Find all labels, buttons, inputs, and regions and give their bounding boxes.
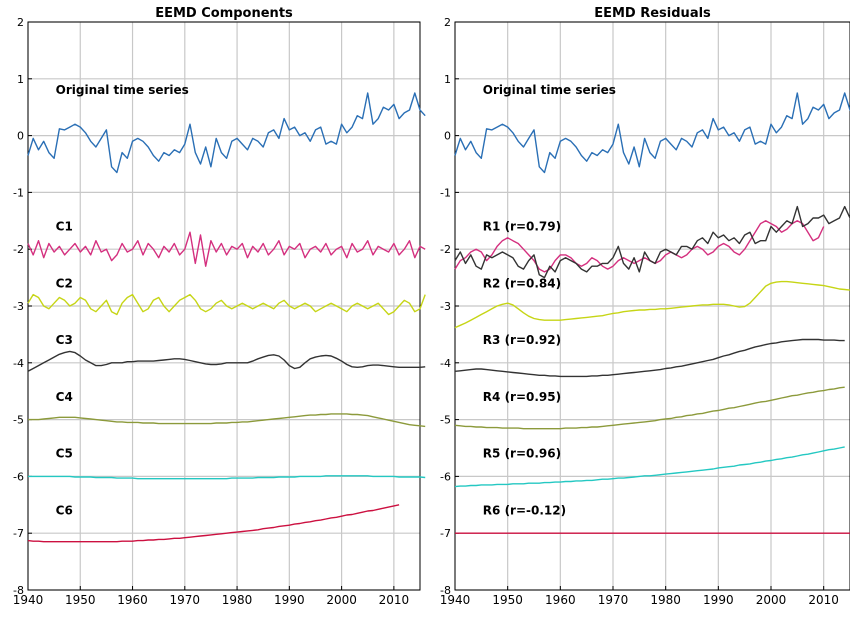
panel-2-series-line-8 (454, 205, 850, 279)
panel-2-annotation-7: R6 (r=-0.12) (483, 503, 566, 517)
panel-1-x-tick-label: 1960 (117, 593, 148, 607)
panel-1-x-tick-label: 1940 (13, 593, 44, 607)
panel-2-y-tick-label: -8 (440, 584, 451, 597)
panel-2-x-tick-label: 1940 (440, 593, 471, 607)
panel-2-series-line-1 (454, 92, 850, 174)
panel-2-y-tick-label: -4 (440, 357, 451, 370)
panel-1-y-tick-label: 0 (17, 130, 24, 143)
panel-1-x-tick-label: 2000 (326, 593, 357, 607)
panel-2-annotation-5: R4 (r=0.95) (483, 390, 561, 404)
panel-2-x-tick-label: 1980 (650, 593, 681, 607)
panel-2-annotation-3: R2 (r=0.84) (483, 276, 561, 290)
panel-1-y-tick-label: -7 (13, 527, 24, 540)
panel-2-series-line-2 (454, 220, 825, 273)
panel-1-y-tick-label: -6 (13, 470, 24, 483)
panel-2-series-line-6 (454, 446, 845, 488)
panel-1-series-line-2 (27, 231, 426, 267)
panel-1-y-tick-label: -1 (13, 186, 24, 199)
panel-2-x-tick-label: 2000 (756, 593, 787, 607)
panel-1-x-tick-label: 1970 (170, 593, 201, 607)
panel-1-series-line-5 (28, 413, 426, 428)
panel-1-annotation-5: C4 (56, 390, 73, 404)
panel-1-series-line-6 (28, 475, 426, 480)
panel-1-x-tick-label: 1950 (65, 593, 96, 607)
panel-2-y-tick-label: -6 (440, 470, 451, 483)
panel-2-y-tick-label: 0 (444, 130, 451, 143)
panel-1-x-tick-label: 1980 (222, 593, 253, 607)
panel-2-y-tick-label: -5 (440, 414, 451, 427)
panel-2-annotation-4: R3 (r=0.92) (483, 333, 561, 347)
panel-1-y-tick-label: 1 (17, 73, 24, 86)
panel-1-annotation-2: C1 (56, 219, 73, 233)
panel-1-series-line-3 (27, 293, 426, 316)
panel-2-annotation-2: R1 (r=0.79) (483, 219, 561, 233)
panel-2-x-tick-label: 1960 (545, 593, 576, 607)
panel-2-x-tick-label: 1990 (703, 593, 734, 607)
panel-2-x-tick-label: 2010 (808, 593, 839, 607)
panel-2-annotation-6: R5 (r=0.96) (483, 447, 561, 461)
panel-1-x-tick-label: 2010 (379, 593, 410, 607)
panel-2-y-tick-label: -3 (440, 300, 451, 313)
panel-1-annotation-1: Original time series (56, 83, 189, 97)
panel-1-x-tick-label: 1990 (274, 593, 305, 607)
panel-2-series-line-3 (454, 280, 850, 329)
panel-1-series-line-7 (27, 504, 400, 543)
panel-1-annotation-3: C2 (56, 276, 73, 290)
panel-1-y-tick-label: -3 (13, 300, 24, 313)
panel-2-y-tick-label: 1 (444, 73, 451, 86)
panel-1-series-line-4 (27, 350, 426, 372)
panel-2-series-line-5 (454, 386, 845, 430)
panel-2-y-tick-label: 2 (444, 16, 451, 29)
panel-1-y-tick-label: -4 (13, 357, 24, 370)
panel-1-annotation-4: C3 (56, 333, 73, 347)
panel-2-series-line-4 (454, 338, 845, 378)
panel-1-series-line-1 (27, 92, 426, 174)
panel-1-title: EEMD Components (155, 6, 293, 21)
panel-2-y-tick-label: -2 (440, 243, 451, 256)
panel-1-y-tick-label: -5 (13, 414, 24, 427)
panel-2-x-tick-label: 1950 (492, 593, 523, 607)
panel-1-annotation-7: C6 (56, 503, 73, 517)
panel-1-y-tick-label: -8 (13, 584, 24, 597)
panel-2-y-tick-label: -1 (440, 186, 451, 199)
panel-1-y-tick-label: 2 (17, 16, 24, 29)
panel-2-title: EEMD Residuals (594, 6, 711, 21)
panel-2-annotation-1: Original time series (483, 83, 616, 97)
panel-2-y-tick-label: -7 (440, 527, 451, 540)
panel-2-x-tick-label: 1970 (598, 593, 629, 607)
panel-1-annotation-6: C5 (56, 447, 73, 461)
panel-1-y-tick-label: -2 (13, 243, 24, 256)
